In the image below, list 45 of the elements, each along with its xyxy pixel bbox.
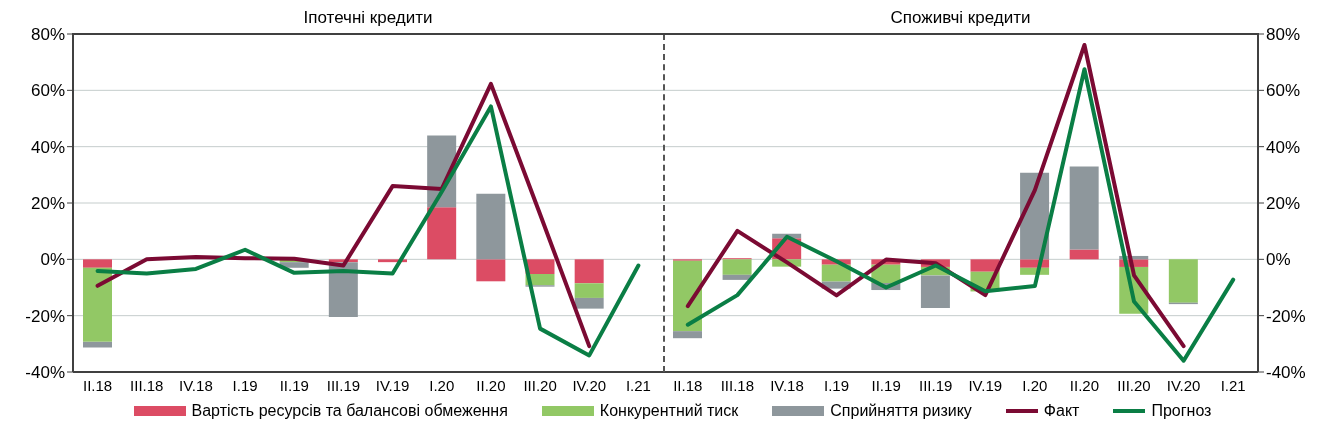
x-tick-label: IV.20 [572,376,607,394]
y-tick-label: 20% [1266,194,1301,214]
x-tick-label: IV.18 [179,376,213,394]
y-tick-label: 60% [30,81,65,101]
x-tick-label: II.18 [82,376,113,394]
x-tick-label: I.19 [232,376,258,394]
legend-label: Вартість ресурсів та балансові обмеження [191,402,508,420]
x-tick-label: IV.19 [375,376,410,394]
x-tick-label: III.20 [1117,376,1151,394]
x-tick-label: IV.18 [770,376,804,394]
y-tick-label: 0% [40,250,65,270]
legend-label: Конкурентний тиск [599,402,739,420]
y-tick-label: 40% [30,137,65,157]
x-tick-label: I.21 [1220,376,1246,394]
y-tick-label: 80% [30,25,65,45]
x-tick-label: III.19 [919,376,953,394]
y-tick-label: 60% [1266,81,1301,101]
x-tick-label: IV.19 [968,376,1003,394]
x-tick-label: II.20 [1069,376,1100,394]
x-tick-label: III.18 [130,376,164,394]
x-tick-label: II.19 [871,376,901,394]
chart-title: Споживчі кредити [890,8,1031,27]
x-tick-label: II.18 [673,376,703,394]
y-tick-label: 0% [1266,250,1291,270]
legend-label: Сприйняття ризику [830,402,972,420]
y-tick-label: 20% [30,194,65,214]
x-tick-label: III.19 [326,376,361,394]
x-tick-label: I.21 [625,376,651,394]
legend-label: Факт [1043,402,1080,420]
y-tick-label: -20% [25,306,65,326]
x-tick-label: I.19 [824,376,850,394]
x-tick-label: II.19 [279,376,309,394]
y-tick-label: 40% [1266,137,1301,157]
x-tick-label: I.20 [1022,376,1048,394]
chart-title: Іпотечні кредити [303,8,433,27]
x-tick-label: IV.20 [1166,376,1201,394]
x-tick-label: II.20 [476,376,506,394]
x-tick-label: III.20 [523,376,557,394]
legend-label: Прогноз [1151,402,1212,420]
x-tick-label: III.18 [720,376,755,394]
y-tick-label: -40% [25,363,65,383]
y-tick-label: 80% [1266,25,1301,45]
y-tick-label: -40% [1266,363,1306,383]
x-tick-label: I.20 [429,376,455,394]
y-tick-label: -20% [1266,306,1306,326]
